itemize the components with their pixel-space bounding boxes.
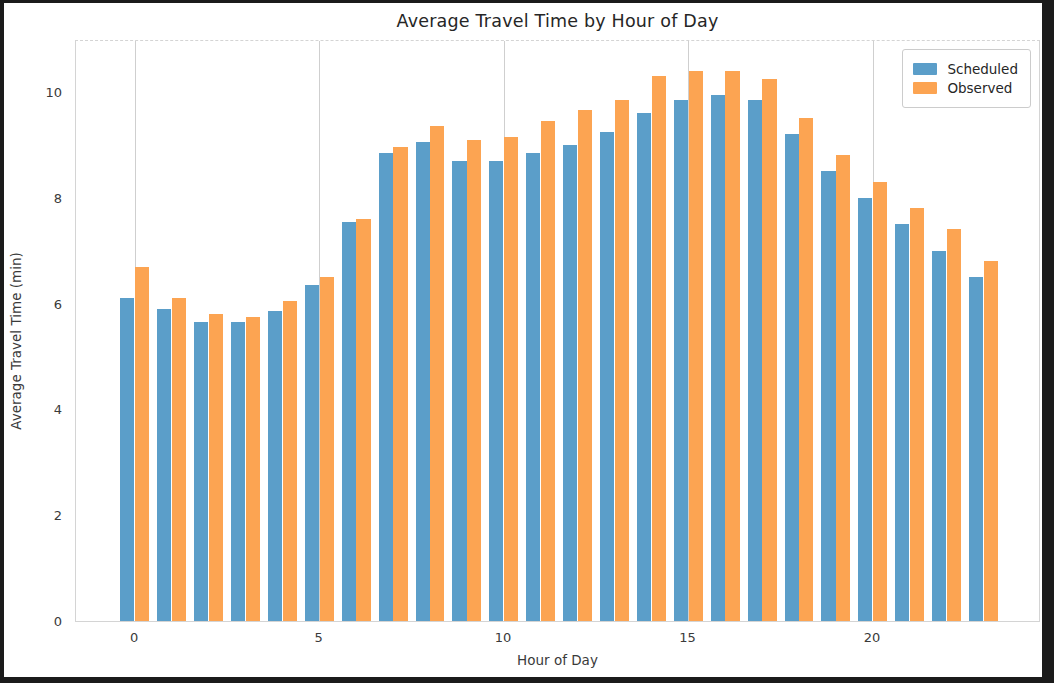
chart-title: Average Travel Time by Hour of Day	[75, 11, 1040, 31]
bar-observed-hour-18	[799, 118, 813, 621]
x-axis-label: Hour of Day	[75, 652, 1040, 668]
legend-swatch-observed	[913, 82, 937, 94]
y-tick-10: 10	[0, 86, 62, 100]
bar-observed-hour-6	[356, 219, 370, 621]
legend-entries: Scheduled Observed	[913, 61, 1018, 96]
bar-scheduled-hour-19	[821, 171, 835, 621]
bar-observed-hour-10	[504, 137, 518, 621]
bar-scheduled-hour-5	[305, 285, 319, 621]
bar-scheduled-hour-11	[526, 153, 540, 621]
x-tick-0: 0	[104, 630, 164, 645]
legend-item-scheduled: Scheduled	[913, 61, 1018, 77]
bar-scheduled-hour-1	[157, 309, 171, 621]
bar-observed-hour-17	[762, 79, 776, 621]
legend-label: Scheduled	[947, 61, 1018, 77]
y-tick-8: 8	[0, 192, 62, 206]
bar-observed-hour-9	[467, 140, 481, 621]
bar-scheduled-hour-4	[268, 311, 282, 621]
bar-observed-hour-7	[393, 147, 407, 621]
bar-scheduled-hour-8	[416, 142, 430, 621]
bar-observed-hour-3	[246, 317, 260, 621]
bar-observed-hour-21	[910, 208, 924, 621]
bar-observed-hour-23	[984, 261, 998, 621]
bar-observed-hour-11	[541, 121, 555, 621]
chart-screenshot: Average Travel Time by Hour of Day Avera…	[0, 0, 1054, 683]
legend-label: Observed	[947, 80, 1012, 96]
bar-observed-hour-5	[320, 277, 334, 621]
x-tick-5: 5	[289, 630, 349, 645]
y-axis-label: Average Travel Time (min)	[8, 231, 28, 451]
bar-scheduled-hour-9	[452, 161, 466, 621]
bar-observed-hour-22	[947, 229, 961, 621]
bar-observed-hour-4	[283, 301, 297, 621]
y-tick-0: 0	[0, 615, 62, 629]
bar-observed-hour-13	[615, 100, 629, 621]
bar-scheduled-hour-6	[342, 222, 356, 621]
bar-scheduled-hour-22	[932, 251, 946, 621]
y-tick-2: 2	[0, 509, 62, 523]
x-tick-20: 20	[842, 630, 902, 645]
bar-scheduled-hour-14	[637, 113, 651, 621]
bar-scheduled-hour-21	[895, 224, 909, 621]
bar-scheduled-hour-7	[379, 153, 393, 621]
bar-observed-hour-20	[873, 182, 887, 621]
y-tick-6: 6	[0, 298, 62, 312]
bar-scheduled-hour-0	[120, 298, 134, 621]
bar-scheduled-hour-12	[563, 145, 577, 621]
x-tick-10: 10	[473, 630, 533, 645]
y-tick-4: 4	[0, 403, 62, 417]
legend: Scheduled Observed	[902, 49, 1031, 108]
bar-scheduled-hour-20	[858, 198, 872, 621]
bar-scheduled-hour-23	[969, 277, 983, 621]
plot-area: Scheduled Observed	[75, 40, 1040, 622]
x-tick-15: 15	[658, 630, 718, 645]
bar-scheduled-hour-13	[600, 132, 614, 621]
bar-observed-hour-16	[725, 71, 739, 621]
bar-scheduled-hour-3	[231, 322, 245, 621]
bar-observed-hour-0	[135, 267, 149, 621]
bar-scheduled-hour-2	[194, 322, 208, 621]
legend-swatch-scheduled	[913, 63, 937, 75]
legend-item-observed: Observed	[913, 80, 1018, 96]
bar-observed-hour-12	[578, 110, 592, 621]
bar-observed-hour-1	[172, 298, 186, 621]
bar-scheduled-hour-18	[785, 134, 799, 621]
bar-scheduled-hour-15	[674, 100, 688, 621]
bar-scheduled-hour-10	[489, 161, 503, 621]
bar-observed-hour-2	[209, 314, 223, 621]
bar-observed-hour-19	[836, 155, 850, 621]
bar-observed-hour-15	[689, 71, 703, 621]
bar-scheduled-hour-16	[711, 95, 725, 621]
bar-scheduled-hour-17	[748, 100, 762, 621]
bar-observed-hour-8	[430, 126, 444, 621]
bar-observed-hour-14	[652, 76, 666, 621]
